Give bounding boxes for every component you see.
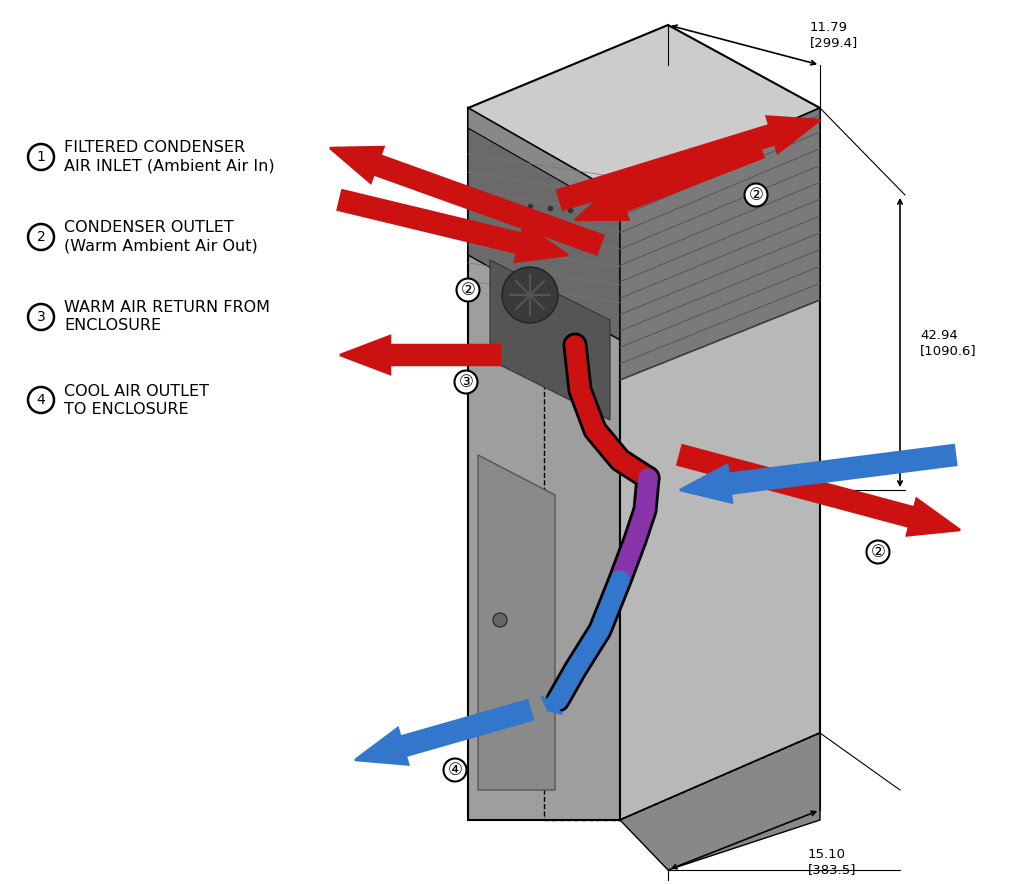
Text: ③: ③ <box>458 373 474 391</box>
FancyArrow shape <box>677 446 960 536</box>
Text: 1: 1 <box>37 150 45 164</box>
Text: WARM AIR RETURN FROM: WARM AIR RETURN FROM <box>64 301 270 316</box>
Polygon shape <box>478 455 555 790</box>
Polygon shape <box>468 25 820 195</box>
Polygon shape <box>620 733 820 870</box>
Polygon shape <box>468 108 620 215</box>
FancyArrow shape <box>575 139 764 220</box>
FancyArrow shape <box>330 147 603 255</box>
Circle shape <box>28 224 54 250</box>
Text: 3: 3 <box>37 310 45 324</box>
Polygon shape <box>620 108 820 380</box>
FancyArrow shape <box>557 117 820 210</box>
Text: 2: 2 <box>37 230 45 244</box>
FancyArrow shape <box>340 336 500 374</box>
Circle shape <box>28 304 54 330</box>
Text: ②: ② <box>748 186 764 204</box>
Text: FILTERED CONDENSER: FILTERED CONDENSER <box>64 141 245 156</box>
Circle shape <box>502 267 558 323</box>
FancyArrow shape <box>337 190 568 262</box>
Polygon shape <box>490 260 610 420</box>
FancyArrow shape <box>355 700 533 765</box>
Text: AIR INLET (Ambient Air In): AIR INLET (Ambient Air In) <box>64 158 274 173</box>
Text: 15.10
[383.5]: 15.10 [383.5] <box>808 848 856 876</box>
FancyArrow shape <box>680 445 956 502</box>
Polygon shape <box>620 108 820 820</box>
Text: ②: ② <box>871 543 885 561</box>
Text: (Warm Ambient Air Out): (Warm Ambient Air Out) <box>64 239 258 254</box>
Text: 4: 4 <box>37 393 45 407</box>
Text: CONDENSER OUTLET: CONDENSER OUTLET <box>64 220 233 235</box>
Text: COOL AIR OUTLET: COOL AIR OUTLET <box>64 384 209 399</box>
Polygon shape <box>468 108 620 820</box>
Text: TO ENCLOSURE: TO ENCLOSURE <box>64 401 188 416</box>
Circle shape <box>493 613 507 627</box>
Text: ②: ② <box>461 281 475 299</box>
Text: ENCLOSURE: ENCLOSURE <box>64 318 161 333</box>
Circle shape <box>28 144 54 170</box>
Text: 42.94
[1090.6]: 42.94 [1090.6] <box>920 329 977 357</box>
Text: ④: ④ <box>447 761 463 779</box>
Text: 11.79
[299.4]: 11.79 [299.4] <box>810 21 858 49</box>
FancyArrow shape <box>542 694 563 713</box>
Circle shape <box>28 387 54 413</box>
Polygon shape <box>468 108 620 340</box>
